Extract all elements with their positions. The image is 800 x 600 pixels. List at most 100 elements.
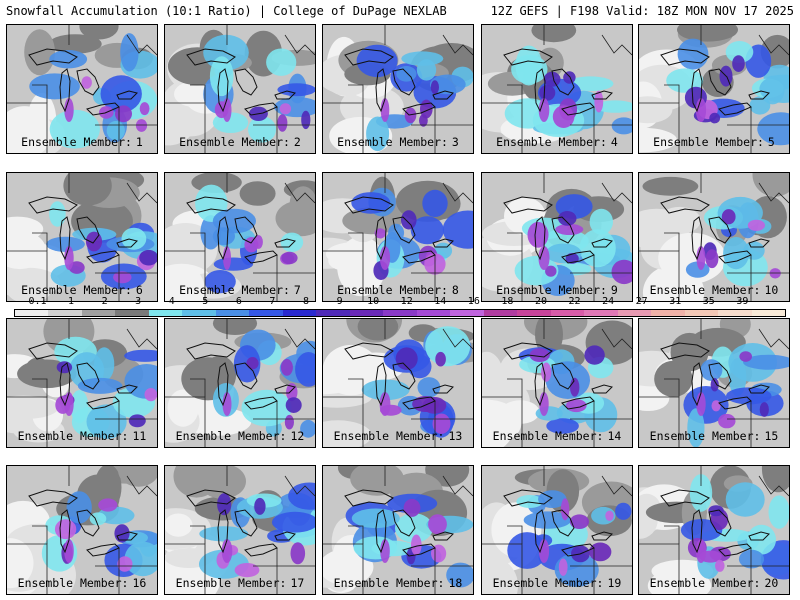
colorbar-swatch xyxy=(718,310,752,316)
ensemble-member-map xyxy=(481,318,633,448)
snowfall-map xyxy=(323,466,473,594)
colorbar-tick-label: 27 xyxy=(635,296,648,307)
snowfall-map xyxy=(639,173,789,301)
colorbar-swatch xyxy=(349,310,384,316)
ensemble-member-label: Ensemble Member: 4 xyxy=(481,135,633,149)
snowfall-map xyxy=(639,319,789,447)
colorbar-tick-label: 24 xyxy=(602,296,615,307)
member-number: 6 xyxy=(135,283,143,297)
ensemble-member-label: Ensemble Member: 13 xyxy=(322,429,474,443)
snowfall-map xyxy=(482,173,632,301)
member-label-text: Ensemble Member: xyxy=(496,135,607,149)
member-number: 2 xyxy=(293,135,301,149)
colorbar-swatch xyxy=(249,310,283,316)
ensemble-member-label: Ensemble Member: 6 xyxy=(6,283,158,297)
colorbar-tick-label: 35 xyxy=(702,296,715,307)
member-label-text: Ensemble Member: xyxy=(649,429,761,443)
ensemble-member-map xyxy=(6,172,158,302)
colorbar-swatch xyxy=(15,310,49,316)
member-number: 17 xyxy=(290,576,305,590)
member-number: 3 xyxy=(451,135,459,149)
member-label-text: Ensemble Member: xyxy=(492,429,604,443)
snowfall-map xyxy=(482,25,632,153)
colorbar-tick-label: 3 xyxy=(135,296,142,307)
colorbar-swatch xyxy=(450,310,484,316)
member-number: 7 xyxy=(293,283,301,297)
snowfall-map xyxy=(323,173,473,301)
model-run-valid-time: 12Z GEFS | F198 Valid: 18Z MON NOV 17 20… xyxy=(490,4,794,18)
ensemble-member-map xyxy=(164,172,316,302)
ensemble-member-map xyxy=(638,172,790,302)
member-number: 9 xyxy=(610,283,618,297)
colorbar-tick-label: 39 xyxy=(736,296,749,307)
colorbar-tick-label: 0.1 xyxy=(28,296,47,307)
colorbar-swatch xyxy=(383,310,417,316)
colorbar-tick-label: 20 xyxy=(534,296,547,307)
member-label-text: Ensemble Member: xyxy=(179,135,290,149)
colorbar-swatch xyxy=(215,310,250,316)
ensemble-member-map xyxy=(481,465,633,595)
ensemble-member-label: Ensemble Member: 5 xyxy=(638,135,790,149)
ensemble-member-label: Ensemble Member: 15 xyxy=(638,429,790,443)
member-label-text: Ensemble Member: xyxy=(649,576,761,590)
ensemble-member-label: Ensemble Member: 2 xyxy=(164,135,316,149)
colorbar-tick-label: 4 xyxy=(168,296,175,307)
ensemble-member-label: Ensemble Member: 10 xyxy=(638,283,790,297)
ensemble-member-map xyxy=(322,465,474,595)
colorbar-swatch xyxy=(48,310,82,316)
ensemble-member-label: Ensemble Member: 18 xyxy=(322,576,474,590)
member-number: 11 xyxy=(132,429,147,443)
member-label-text: Ensemble Member: xyxy=(17,576,129,590)
ensemble-member-label: Ensemble Member: 1 xyxy=(6,135,158,149)
snowfall-map xyxy=(7,173,157,301)
snowfall-map xyxy=(639,466,789,594)
colorbar-swatch xyxy=(182,310,216,316)
member-label-text: Ensemble Member: xyxy=(337,283,448,297)
snowfall-map xyxy=(482,319,632,447)
map-title: Snowfall Accumulation (10:1 Ratio) | Col… xyxy=(6,4,447,18)
colorbar-swatch xyxy=(316,310,350,316)
member-number: 16 xyxy=(132,576,147,590)
member-label-text: Ensemble Member: xyxy=(333,429,445,443)
colorbar-tick-label: 6 xyxy=(235,296,242,307)
member-number: 1 xyxy=(135,135,143,149)
snowfall-map xyxy=(7,25,157,153)
ensemble-member-map xyxy=(6,465,158,595)
ensemble-member-label: Ensemble Member: 11 xyxy=(6,429,158,443)
ensemble-member-map xyxy=(638,24,790,154)
member-number: 8 xyxy=(451,283,459,297)
member-number: 5 xyxy=(767,135,775,149)
ensemble-member-map xyxy=(164,465,316,595)
member-label-text: Ensemble Member: xyxy=(337,135,448,149)
colorbar-swatch xyxy=(584,310,618,316)
ensemble-member-map xyxy=(481,172,633,302)
colorbar-tick-label: 8 xyxy=(303,296,310,307)
colorbar-tick-label: 12 xyxy=(400,296,413,307)
ensemble-member-map xyxy=(481,24,633,154)
snowfall-map xyxy=(165,466,315,594)
colorbar-tick-label: 5 xyxy=(202,296,209,307)
snowfall-map xyxy=(165,25,315,153)
ensemble-member-map xyxy=(638,318,790,448)
member-label-text: Ensemble Member: xyxy=(175,576,287,590)
colorbar-tick-label: 14 xyxy=(434,296,447,307)
colorbar-ticks: 0.1 1 2 3 4 5 6 7 8 9 10 12 14 16 18 20 22 24 27 31 35 39 xyxy=(14,296,786,308)
member-number: 12 xyxy=(290,429,305,443)
colorbar-swatch xyxy=(416,310,451,316)
snowfall-map xyxy=(482,466,632,594)
ensemble-member-map xyxy=(638,465,790,595)
ensemble-member-label: Ensemble Member: 16 xyxy=(6,576,158,590)
colorbar-swatch xyxy=(115,310,149,316)
colorbar-swatch xyxy=(148,310,183,316)
member-label-text: Ensemble Member: xyxy=(492,576,604,590)
colorbar-swatch xyxy=(751,310,786,316)
snowfall-map xyxy=(165,173,315,301)
member-label-text: Ensemble Member: xyxy=(333,576,445,590)
ensemble-member-label: Ensemble Member: 20 xyxy=(638,576,790,590)
ensemble-member-map xyxy=(6,318,158,448)
member-number: 18 xyxy=(448,576,463,590)
snowfall-colorbar xyxy=(14,309,786,317)
member-label-text: Ensemble Member: xyxy=(17,429,129,443)
snowfall-map xyxy=(165,319,315,447)
ensemble-member-label: Ensemble Member: 8 xyxy=(322,283,474,297)
